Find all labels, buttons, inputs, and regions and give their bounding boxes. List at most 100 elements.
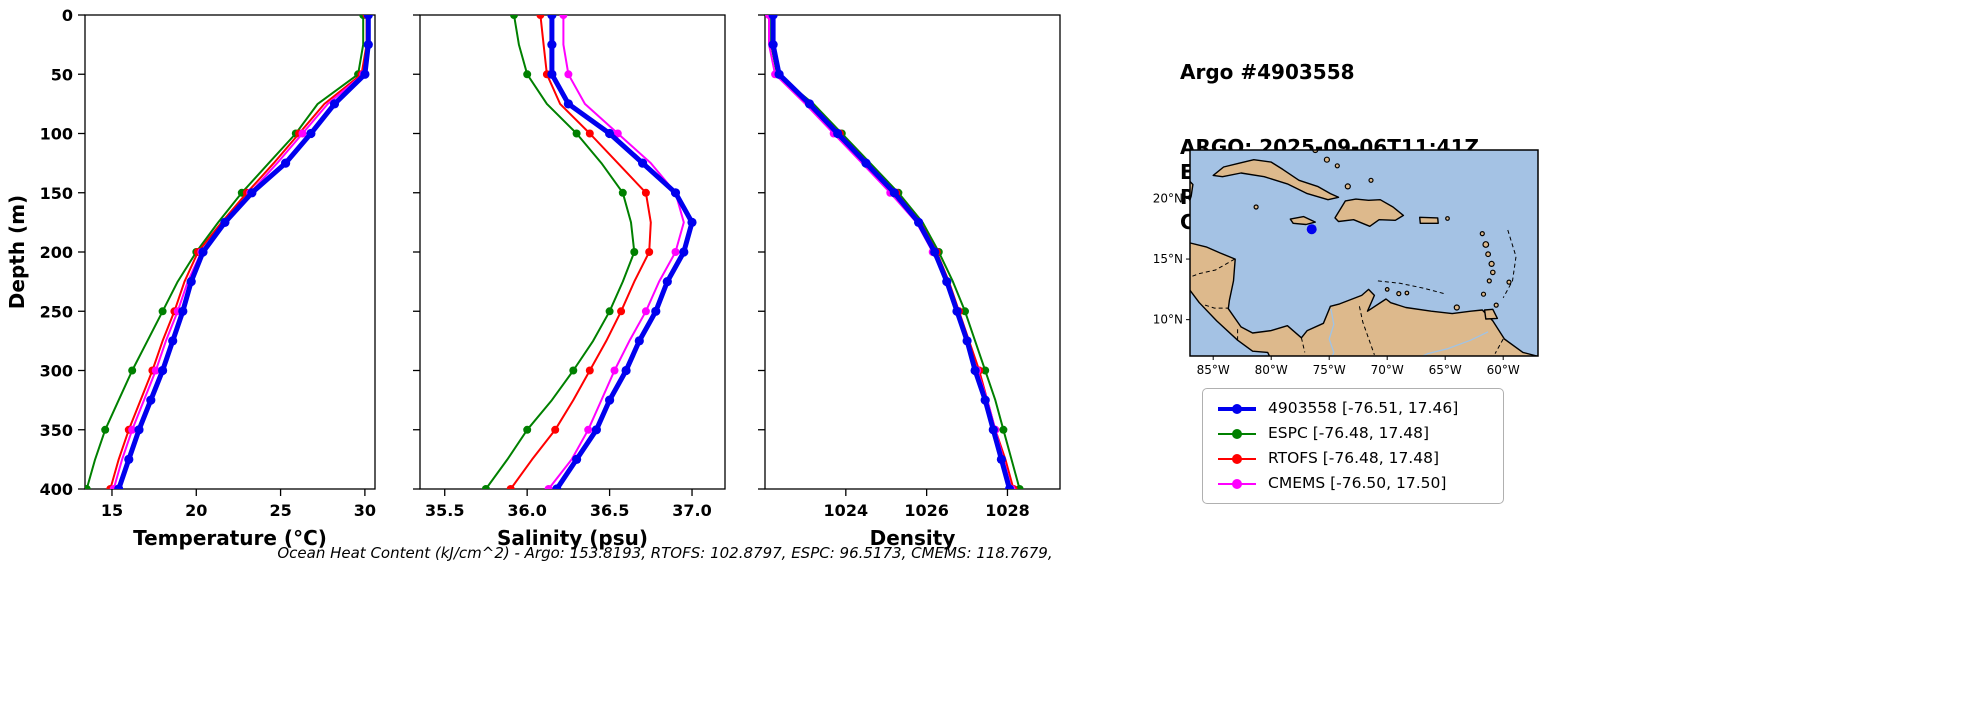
river-line [1421,331,1489,356]
series-marker-CMEMS [151,366,160,375]
series-marker-4903558 [591,425,602,435]
series-marker-CMEMS [641,307,650,316]
island [1489,269,1496,276]
series-marker-ESPC [961,307,969,316]
series-marker-ESPC [1015,485,1024,489]
y-tick-label: 0 [62,6,73,25]
series-marker-4903558 [247,188,257,198]
y-tick-label: 100 [40,125,73,144]
series-marker-4903558 [833,128,843,139]
series-marker-4903558 [605,395,615,405]
series-marker-4903558 [889,188,899,198]
series-line-RTOFS [109,15,368,489]
map-lon-tick-label: 70°W [1371,363,1404,377]
density-panel: 1024 1026 1028 Density [758,14,1061,550]
x-tick-label: 20 [185,501,207,520]
country-border-line [1358,306,1375,355]
y-tick-label: 150 [40,184,73,203]
series-marker-4903558 [198,247,208,257]
series-marker-RTOFS [585,129,594,138]
series-line-RTOFS [509,15,652,489]
y-tick-label: 200 [40,243,73,262]
river-line [1328,308,1335,356]
series-marker-CMEMS [544,485,553,489]
series-marker-CMEMS [128,425,137,434]
series-marker-CMEMS [584,425,593,434]
series-marker-RTOFS [536,15,545,19]
series-marker-4903558 [687,217,697,227]
series-marker-4903558 [634,336,644,346]
map-lon-tick-label: 80°W [1255,363,1288,377]
series-marker-4903558 [638,158,648,168]
series-line-CMEMS [112,15,370,489]
series-marker-4903558 [547,15,557,20]
series-marker-ESPC [999,425,1008,434]
island [1453,304,1460,311]
map-lon-tick-label: 75°W [1313,363,1346,377]
island [1445,216,1450,221]
series-marker-4903558 [651,306,661,316]
x-axis-label: Salinity (psu) [497,526,648,550]
y-tick-label: 300 [40,362,73,381]
legend-label: RTOFS [-76.48, 17.48] [1268,449,1440,467]
series-marker-4903558 [552,484,562,489]
series-marker-ESPC [510,15,518,19]
series-marker-ESPC [101,425,110,434]
plot-frame [84,14,376,490]
series-marker-4903558 [930,247,940,257]
series-marker-4903558 [547,69,557,79]
map-lat-tick-label: 15°N [1153,252,1183,266]
float-location-marker [1306,224,1317,235]
island [1334,163,1340,169]
x-tick-label: 36.5 [590,501,629,520]
island [1253,204,1259,210]
series-marker-RTOFS [506,485,515,489]
x-tick-label: 25 [269,501,291,520]
plot-frame [764,14,1061,490]
map-frame [1189,149,1539,357]
series-marker-4903558 [670,188,681,198]
x-tick-label: 15 [101,501,123,520]
series-marker-RTOFS [617,307,626,316]
series-marker-4903558 [980,395,990,405]
series-marker-CMEMS [564,70,573,79]
series-marker-4903558 [563,99,574,109]
legend-entry: RTOFS [-76.48, 17.48] [1215,448,1491,469]
series-line-RTOFS [772,15,1015,489]
y-tick-label: 400 [40,480,73,499]
x-tick-label: 35.5 [425,501,464,520]
island [1396,291,1402,297]
series-line-4903558 [116,15,371,489]
header-title: Argo #4903558 [1180,60,1355,84]
series-marker-ESPC [523,425,532,434]
island [1368,177,1374,183]
x-tick-label: 37.0 [672,501,711,520]
profile-charts-svg: 15 20 25 30050100150200250300350400Temperat… [5,6,1061,550]
series-marker-ESPC [605,307,614,316]
island [1488,260,1495,268]
y-axis-label: Depth (m) [5,195,29,309]
series-marker-ESPC [85,485,91,489]
series-marker-4903558 [679,247,689,257]
series-marker-RTOFS [645,248,654,256]
series-marker-4903558 [220,217,230,227]
legend-label: ESPC [-76.48, 17.48] [1268,424,1430,442]
series-marker-4903558 [605,128,615,139]
legend-line-marker-icon [1218,478,1256,489]
x-axis-label: Temperature (°C) [133,526,327,550]
map-lat-tick-label: 20°N [1153,191,1183,205]
island [1485,251,1492,258]
island [1344,183,1351,190]
x-axis-label: Density [870,526,956,550]
legend-line-marker-icon [1218,403,1256,414]
series-marker-4903558 [914,217,924,227]
series-marker-RTOFS [585,366,594,375]
series-marker-4903558 [186,277,196,287]
island [1384,286,1390,292]
island [1480,291,1487,297]
country-border-line [1300,337,1306,353]
country-border-line [1204,304,1229,309]
series-marker-CMEMS [671,248,680,256]
island [1482,241,1490,248]
series-marker-4903558 [952,306,962,316]
